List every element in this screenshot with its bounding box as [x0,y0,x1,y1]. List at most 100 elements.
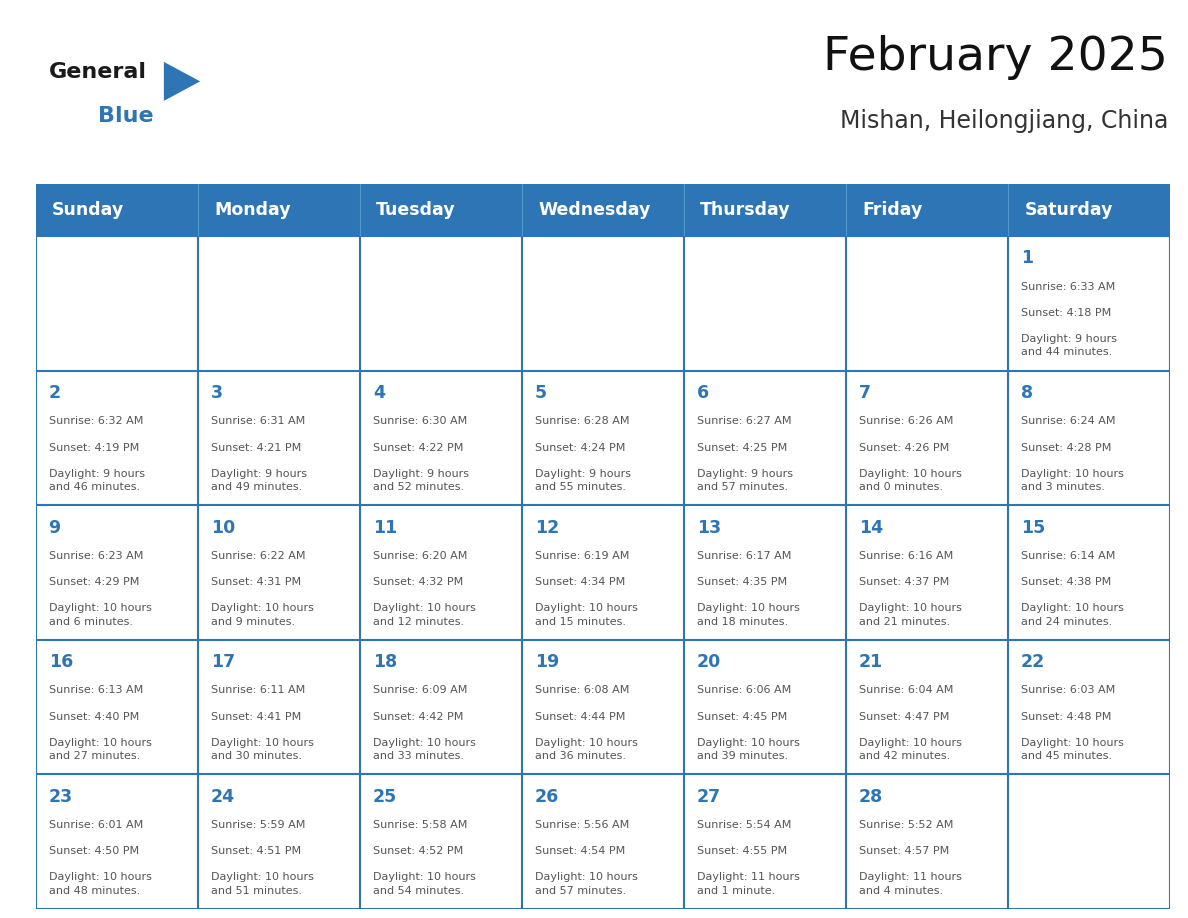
Text: Sunset: 4:32 PM: Sunset: 4:32 PM [373,577,463,588]
Text: 3: 3 [210,384,222,402]
Text: Sunrise: 6:06 AM: Sunrise: 6:06 AM [697,686,791,696]
Text: Sunset: 4:22 PM: Sunset: 4:22 PM [373,442,463,453]
Text: Daylight: 9 hours
and 52 minutes.: Daylight: 9 hours and 52 minutes. [373,469,469,492]
Text: Daylight: 9 hours
and 55 minutes.: Daylight: 9 hours and 55 minutes. [535,469,631,492]
Text: Daylight: 10 hours
and 42 minutes.: Daylight: 10 hours and 42 minutes. [859,738,962,761]
Text: Sunrise: 6:30 AM: Sunrise: 6:30 AM [373,416,467,426]
Text: Daylight: 9 hours
and 46 minutes.: Daylight: 9 hours and 46 minutes. [49,469,145,492]
Text: Daylight: 11 hours
and 1 minute.: Daylight: 11 hours and 1 minute. [697,872,800,896]
Text: 16: 16 [49,653,72,671]
Text: Daylight: 10 hours
and 12 minutes.: Daylight: 10 hours and 12 minutes. [373,603,475,626]
Text: 11: 11 [373,519,397,536]
Text: 1: 1 [1020,250,1034,267]
Text: General: General [49,62,147,82]
Text: Daylight: 10 hours
and 51 minutes.: Daylight: 10 hours and 51 minutes. [210,872,314,896]
Text: Sunrise: 6:33 AM: Sunrise: 6:33 AM [1020,282,1116,292]
Text: 2: 2 [49,384,61,402]
Text: 8: 8 [1020,384,1034,402]
Text: Daylight: 10 hours
and 57 minutes.: Daylight: 10 hours and 57 minutes. [535,872,638,896]
Text: 19: 19 [535,653,560,671]
Text: Sunset: 4:41 PM: Sunset: 4:41 PM [210,711,301,722]
Text: Sunrise: 6:09 AM: Sunrise: 6:09 AM [373,686,467,696]
Text: Sunrise: 5:58 AM: Sunrise: 5:58 AM [373,820,467,830]
Text: 28: 28 [859,788,883,806]
Text: Sunset: 4:45 PM: Sunset: 4:45 PM [697,711,788,722]
Text: Sunset: 4:25 PM: Sunset: 4:25 PM [697,442,788,453]
Text: Sunset: 4:29 PM: Sunset: 4:29 PM [49,577,139,588]
Text: 18: 18 [373,653,397,671]
Text: 12: 12 [535,519,560,536]
Text: 15: 15 [1020,519,1045,536]
Text: 4: 4 [373,384,385,402]
Text: 26: 26 [535,788,560,806]
Text: Daylight: 10 hours
and 36 minutes.: Daylight: 10 hours and 36 minutes. [535,738,638,761]
Text: 5: 5 [535,384,546,402]
Text: 10: 10 [210,519,235,536]
Text: Friday: Friday [862,201,923,218]
Text: Daylight: 10 hours
and 0 minutes.: Daylight: 10 hours and 0 minutes. [859,469,962,492]
Text: Sunset: 4:21 PM: Sunset: 4:21 PM [210,442,301,453]
Text: Sunrise: 6:03 AM: Sunrise: 6:03 AM [1020,686,1116,696]
Text: 6: 6 [697,384,709,402]
Text: Sunset: 4:50 PM: Sunset: 4:50 PM [49,846,139,856]
Text: Sunset: 4:54 PM: Sunset: 4:54 PM [535,846,625,856]
Text: 20: 20 [697,653,721,671]
Text: Sunset: 4:26 PM: Sunset: 4:26 PM [859,442,949,453]
Text: Sunrise: 6:26 AM: Sunrise: 6:26 AM [859,416,953,426]
Text: Sunrise: 6:22 AM: Sunrise: 6:22 AM [210,551,305,561]
Text: Sunset: 4:40 PM: Sunset: 4:40 PM [49,711,139,722]
Text: Daylight: 10 hours
and 30 minutes.: Daylight: 10 hours and 30 minutes. [210,738,314,761]
Text: Sunset: 4:34 PM: Sunset: 4:34 PM [535,577,625,588]
Text: Sunset: 4:48 PM: Sunset: 4:48 PM [1020,711,1112,722]
Text: Daylight: 11 hours
and 4 minutes.: Daylight: 11 hours and 4 minutes. [859,872,962,896]
Text: Daylight: 9 hours
and 49 minutes.: Daylight: 9 hours and 49 minutes. [210,469,307,492]
Text: Sunrise: 6:23 AM: Sunrise: 6:23 AM [49,551,143,561]
Text: Sunrise: 6:14 AM: Sunrise: 6:14 AM [1020,551,1116,561]
Text: Sunset: 4:55 PM: Sunset: 4:55 PM [697,846,786,856]
Text: Sunset: 4:37 PM: Sunset: 4:37 PM [859,577,949,588]
Text: Sunrise: 5:54 AM: Sunrise: 5:54 AM [697,820,791,830]
Polygon shape [164,62,200,101]
Text: 13: 13 [697,519,721,536]
Text: Sunset: 4:28 PM: Sunset: 4:28 PM [1020,442,1112,453]
Text: Saturday: Saturday [1024,201,1113,218]
Text: Sunset: 4:52 PM: Sunset: 4:52 PM [373,846,463,856]
Text: Daylight: 9 hours
and 57 minutes.: Daylight: 9 hours and 57 minutes. [697,469,792,492]
Text: 24: 24 [210,788,235,806]
Text: Sunrise: 6:13 AM: Sunrise: 6:13 AM [49,686,143,696]
Text: Sunset: 4:19 PM: Sunset: 4:19 PM [49,442,139,453]
Text: Sunrise: 6:11 AM: Sunrise: 6:11 AM [210,686,305,696]
Text: Sunrise: 5:52 AM: Sunrise: 5:52 AM [859,820,953,830]
Text: 22: 22 [1020,653,1045,671]
Text: Daylight: 10 hours
and 18 minutes.: Daylight: 10 hours and 18 minutes. [697,603,800,626]
Text: Thursday: Thursday [700,201,791,218]
Text: February 2025: February 2025 [823,35,1168,81]
Text: Sunday: Sunday [52,201,124,218]
Text: Daylight: 10 hours
and 33 minutes.: Daylight: 10 hours and 33 minutes. [373,738,475,761]
Text: Sunrise: 6:17 AM: Sunrise: 6:17 AM [697,551,791,561]
Text: Sunset: 4:57 PM: Sunset: 4:57 PM [859,846,949,856]
Text: Daylight: 10 hours
and 6 minutes.: Daylight: 10 hours and 6 minutes. [49,603,152,626]
Text: 7: 7 [859,384,871,402]
Text: Sunrise: 6:31 AM: Sunrise: 6:31 AM [210,416,305,426]
Text: Sunrise: 6:08 AM: Sunrise: 6:08 AM [535,686,630,696]
Text: Daylight: 10 hours
and 3 minutes.: Daylight: 10 hours and 3 minutes. [1020,469,1124,492]
Text: Daylight: 10 hours
and 54 minutes.: Daylight: 10 hours and 54 minutes. [373,872,475,896]
Text: 14: 14 [859,519,883,536]
Text: Sunrise: 6:24 AM: Sunrise: 6:24 AM [1020,416,1116,426]
Text: Daylight: 10 hours
and 21 minutes.: Daylight: 10 hours and 21 minutes. [859,603,962,626]
Text: Sunset: 4:31 PM: Sunset: 4:31 PM [210,577,301,588]
Text: Sunrise: 5:59 AM: Sunrise: 5:59 AM [210,820,305,830]
Text: Sunset: 4:51 PM: Sunset: 4:51 PM [210,846,301,856]
Text: Daylight: 10 hours
and 48 minutes.: Daylight: 10 hours and 48 minutes. [49,872,152,896]
Text: Monday: Monday [214,201,291,218]
Text: Sunrise: 6:16 AM: Sunrise: 6:16 AM [859,551,953,561]
Text: Mishan, Heilongjiang, China: Mishan, Heilongjiang, China [840,108,1168,133]
Text: Daylight: 10 hours
and 24 minutes.: Daylight: 10 hours and 24 minutes. [1020,603,1124,626]
Text: Daylight: 10 hours
and 15 minutes.: Daylight: 10 hours and 15 minutes. [535,603,638,626]
Text: 25: 25 [373,788,397,806]
Text: Sunset: 4:18 PM: Sunset: 4:18 PM [1020,308,1111,318]
Text: Sunrise: 6:20 AM: Sunrise: 6:20 AM [373,551,467,561]
Text: Sunrise: 6:27 AM: Sunrise: 6:27 AM [697,416,791,426]
Text: Daylight: 10 hours
and 39 minutes.: Daylight: 10 hours and 39 minutes. [697,738,800,761]
